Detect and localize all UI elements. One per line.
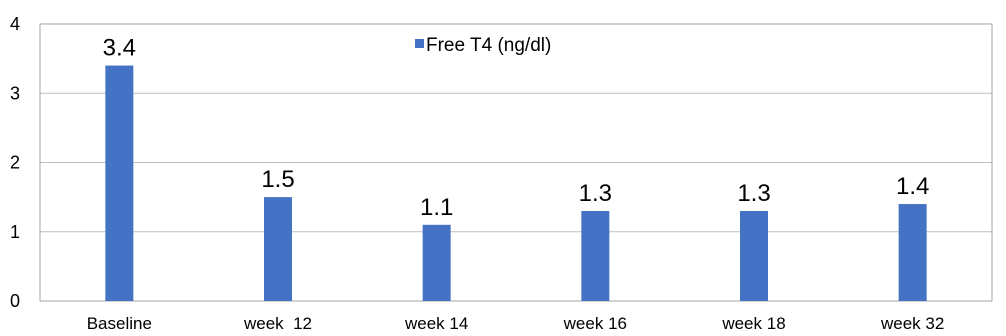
bar xyxy=(581,210,610,301)
x-category-label: week 18 xyxy=(721,314,785,333)
y-tick-label: 3 xyxy=(10,83,20,103)
x-category-label: week 16 xyxy=(563,314,627,333)
x-axis-category-labels: Baseline week 12 week 14 week 16 week 18 week… xyxy=(87,314,945,333)
legend: Free T4 (ng/dl) xyxy=(415,35,551,56)
y-axis-tick-labels: 0 1 2 3 4 xyxy=(10,14,20,311)
bar xyxy=(740,210,768,301)
bar xyxy=(105,65,134,301)
data-label: 1.4 xyxy=(896,173,929,200)
x-category-label: week 32 xyxy=(880,314,944,333)
x-category-label: Baseline xyxy=(87,314,152,333)
plot-area-frame xyxy=(39,23,993,302)
legend-swatch xyxy=(415,39,424,48)
data-label: 1.5 xyxy=(261,166,294,193)
data-label: 1.3 xyxy=(737,180,770,207)
data-label: 3.4 xyxy=(103,35,136,62)
legend-label: Free T4 (ng/dl) xyxy=(426,35,551,56)
bar-series xyxy=(105,65,927,301)
bar xyxy=(264,197,292,301)
y-tick-label: 0 xyxy=(10,291,20,311)
bar xyxy=(422,224,451,301)
y-tick-label: 1 xyxy=(10,222,20,242)
gridlines xyxy=(40,92,992,233)
data-label: 1.3 xyxy=(579,180,612,207)
x-category-label: week 14 xyxy=(404,314,468,333)
data-label: 1.1 xyxy=(420,194,453,221)
x-category-label: week 12 xyxy=(243,314,312,333)
y-tick-label: 4 xyxy=(10,14,20,34)
data-labels: 3.4 1.5 1.1 1.3 1.3 1.4 xyxy=(103,35,930,221)
bar xyxy=(898,204,927,301)
y-tick-label: 2 xyxy=(10,153,20,173)
